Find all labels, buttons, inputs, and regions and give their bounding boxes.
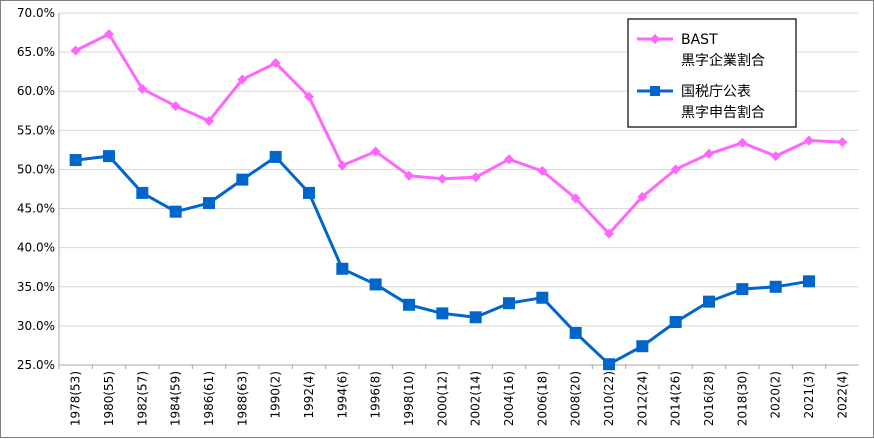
data-point (204, 115, 214, 126)
x-tick-label: 1988(63) (235, 371, 249, 426)
data-point (603, 358, 615, 371)
data-point (169, 205, 182, 218)
data-point (804, 135, 814, 146)
data-point (337, 160, 348, 171)
legend-label: 黒字申告割合 (681, 104, 765, 121)
x-tick-label: 2012(24) (635, 371, 649, 426)
data-point (669, 315, 682, 328)
data-point (637, 191, 648, 202)
x-tick-label: 2006(18) (535, 371, 549, 426)
legend-label: 黒字企業割合 (681, 52, 765, 69)
series-line (75, 154, 810, 366)
data-point (237, 74, 248, 85)
x-tick-label: 2016(28) (702, 371, 716, 426)
data-point (569, 326, 582, 339)
x-tick-label: 1984(59) (169, 371, 183, 426)
data-point (803, 275, 815, 288)
data-point (636, 340, 649, 353)
data-point (503, 297, 515, 310)
series-1 (70, 29, 848, 239)
y-tick-label: 65.0% (17, 45, 55, 59)
x-tick-label: 2022(4) (835, 371, 849, 419)
x-tick-label: 2008(20) (569, 371, 583, 426)
x-tick-label: 1978(53) (69, 371, 83, 426)
data-point (404, 170, 414, 181)
data-point (203, 197, 215, 210)
series-2 (69, 150, 815, 371)
legend-marker (650, 34, 660, 44)
x-tick-label: 2000(12) (435, 371, 449, 426)
data-point (670, 164, 681, 175)
x-tick-label: 2010(22) (602, 371, 616, 426)
data-point (604, 228, 614, 239)
x-tick-label: 2014(26) (669, 371, 683, 426)
data-point (536, 291, 549, 304)
x-tick-label: 1986(61) (202, 371, 216, 426)
legend-marker (650, 86, 660, 96)
data-point (103, 150, 115, 163)
data-point (170, 101, 181, 112)
data-point (837, 137, 848, 148)
y-tick-label: 50.0% (17, 162, 55, 176)
data-point (537, 166, 548, 177)
data-point (270, 58, 281, 69)
data-point (136, 186, 149, 199)
x-tick-label: 1998(10) (402, 371, 416, 426)
x-tick-label: 1992(4) (302, 371, 316, 419)
x-tick-label: 2004(16) (502, 371, 516, 426)
x-tick-label: 1996(8) (369, 371, 383, 419)
series-line (75, 32, 843, 236)
data-point (470, 172, 481, 183)
y-tick-label: 40.0% (17, 241, 55, 255)
y-tick-label: 25.0% (17, 358, 55, 372)
x-tick-label: 1990(2) (269, 371, 283, 419)
data-point (770, 151, 781, 162)
y-tick-label: 45.0% (17, 202, 55, 216)
data-point (104, 29, 114, 40)
data-point (469, 311, 482, 324)
y-tick-label: 70.0% (17, 6, 55, 20)
x-tick-label: 2020(2) (769, 371, 783, 419)
x-tick-label: 2018(30) (735, 371, 749, 426)
data-point (236, 173, 249, 186)
data-point (69, 154, 82, 167)
y-tick-label: 30.0% (17, 319, 55, 333)
data-point (704, 148, 714, 159)
legend-label: BAST (681, 32, 718, 48)
data-point (403, 298, 415, 311)
y-tick-label: 35.0% (17, 280, 55, 294)
data-point (370, 146, 381, 157)
data-point (137, 83, 148, 94)
data-point (769, 280, 782, 293)
data-point (437, 173, 448, 184)
y-tick-label: 60.0% (17, 84, 55, 98)
data-point (304, 91, 314, 102)
data-point (303, 186, 315, 199)
data-point (703, 295, 715, 308)
gridlines (59, 12, 859, 366)
y-tick-label: 55.0% (17, 123, 55, 137)
data-point (369, 278, 382, 291)
x-tick-label: 1980(55) (102, 371, 116, 426)
data-point (570, 193, 581, 204)
x-tick-label: 2002(14) (469, 371, 483, 426)
data-point (504, 154, 514, 165)
data-point (436, 307, 449, 320)
x-tick-label: 1982(57) (135, 371, 149, 426)
x-tick-label: 2021(3) (802, 371, 816, 419)
data-point (736, 283, 749, 296)
data-point (269, 150, 282, 163)
legend-label: 国税庁公表 (681, 84, 751, 100)
data-point (70, 45, 81, 56)
x-tick-label: 1994(6) (335, 371, 349, 419)
data-point (737, 137, 748, 148)
data-point (336, 262, 349, 275)
